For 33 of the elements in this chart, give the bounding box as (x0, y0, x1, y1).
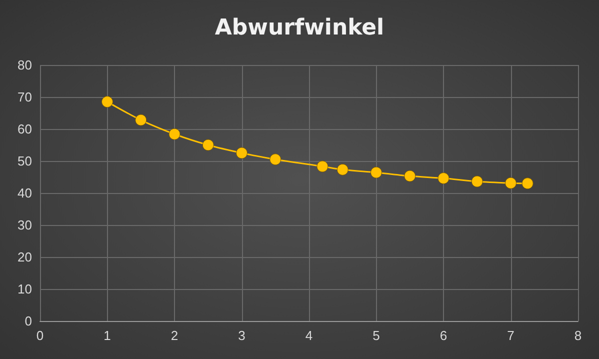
chart-title: Abwurfwinkel (214, 16, 384, 40)
point (522, 178, 534, 190)
point (202, 139, 214, 151)
point (316, 160, 328, 172)
x-tick-label: 4 (305, 328, 313, 343)
point (438, 172, 450, 184)
point (336, 164, 348, 176)
x-tick-label: 5 (372, 328, 380, 343)
x-tick-label: 3 (238, 328, 246, 343)
x-tick-label: 8 (574, 328, 582, 343)
x-tick-label: 2 (170, 328, 178, 343)
point (471, 176, 483, 188)
point (270, 154, 282, 166)
point (236, 147, 248, 159)
y-tick-label: 70 (18, 90, 32, 104)
point (168, 128, 180, 140)
x-tick-label: 1 (104, 328, 111, 343)
y-tick-label: 30 (18, 218, 32, 232)
y-tick-label: 20 (18, 250, 32, 264)
y-tick-label: 40 (18, 186, 32, 200)
point (370, 166, 382, 178)
y-tick-label: 50 (18, 154, 32, 168)
point (135, 114, 147, 126)
y-tick-label: 60 (18, 122, 32, 136)
y-tick-label: 10 (18, 282, 32, 296)
point (505, 177, 516, 189)
y-tick-label: 80 (18, 58, 32, 72)
y-tick-label: 0 (24, 314, 32, 328)
x-tick-label: 7 (507, 328, 514, 343)
point (404, 170, 416, 182)
point (102, 96, 113, 108)
x-tick-label: 6 (440, 328, 448, 343)
x-tick-label: 0 (36, 328, 44, 343)
